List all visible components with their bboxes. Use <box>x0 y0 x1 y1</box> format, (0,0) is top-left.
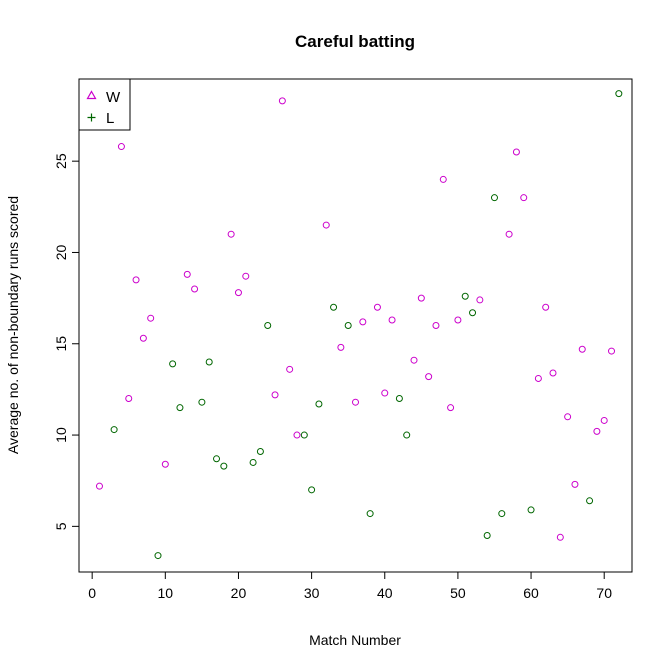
x-tick-label: 60 <box>523 585 539 601</box>
x-tick-label: 50 <box>450 585 466 601</box>
y-tick-label: 20 <box>53 244 69 260</box>
y-tick-label: 15 <box>53 336 69 352</box>
data-point-w <box>505 230 513 238</box>
data-point-l <box>198 398 206 406</box>
data-point-l <box>403 431 411 439</box>
y-tick-label: 10 <box>53 427 69 443</box>
data-point-w <box>359 318 367 326</box>
data-point-w <box>476 296 484 304</box>
x-tick-label: 30 <box>304 585 320 601</box>
legend: W L <box>78 78 131 131</box>
data-point-w <box>286 365 294 373</box>
data-point-w <box>600 416 608 424</box>
data-point-w <box>593 427 601 435</box>
y-tick-label: 5 <box>53 522 69 530</box>
data-point-w <box>578 345 586 353</box>
y-tick-label: 25 <box>53 153 69 169</box>
data-point-w <box>556 533 564 541</box>
data-point-w <box>242 272 250 280</box>
data-points <box>95 90 623 560</box>
x-axis-label: Match Number <box>309 632 401 648</box>
data-point-l <box>154 552 162 560</box>
data-point-w <box>322 221 330 229</box>
data-point-l <box>205 358 213 366</box>
data-point-l <box>249 458 257 466</box>
data-point-w <box>227 230 235 238</box>
data-point-w <box>293 431 301 439</box>
data-point-l <box>315 400 323 408</box>
data-point-w <box>432 322 440 329</box>
x-tick-label: 40 <box>377 585 393 601</box>
data-point-w <box>417 294 425 302</box>
data-point-l <box>615 90 623 98</box>
data-point-l <box>220 462 228 470</box>
data-point-l <box>498 510 506 518</box>
x-tick-label: 20 <box>231 585 247 601</box>
data-point-l <box>110 426 118 434</box>
data-point-w <box>549 369 557 377</box>
data-point-l <box>264 322 272 329</box>
data-point-l <box>527 506 535 514</box>
data-point-w <box>542 303 550 311</box>
data-point-w <box>410 356 418 364</box>
data-point-w <box>183 270 191 278</box>
data-point-l <box>176 404 184 412</box>
data-point-w <box>271 391 279 399</box>
data-point-w <box>117 143 125 151</box>
data-point-w <box>352 398 359 406</box>
data-point-w <box>373 303 381 311</box>
chart-title: Careful batting <box>295 32 415 51</box>
x-tick-label: 0 <box>88 585 96 601</box>
y-axis-label: Average no. of non-boundary runs scored <box>5 196 21 454</box>
data-point-l <box>169 360 177 368</box>
y-axis: 5 10 15 20 25 <box>53 153 80 530</box>
data-point-l <box>256 447 264 455</box>
x-tick-label: 10 <box>158 585 174 601</box>
data-point-l <box>483 531 491 539</box>
data-point-w <box>139 334 147 342</box>
legend-box <box>78 78 131 131</box>
data-point-w <box>191 285 199 293</box>
data-point-l <box>490 194 498 202</box>
data-point-w <box>125 395 133 403</box>
data-point-w <box>512 148 520 156</box>
data-point-w <box>439 175 447 183</box>
data-point-l <box>586 497 594 505</box>
data-point-w <box>278 97 286 105</box>
data-point-l <box>344 322 352 329</box>
data-point-l <box>461 292 469 300</box>
data-point-w <box>147 314 155 322</box>
data-point-l <box>330 303 338 311</box>
data-point-w <box>95 482 103 490</box>
legend-label-w: W <box>106 89 121 106</box>
data-point-l <box>469 309 477 317</box>
data-point-l <box>366 510 374 518</box>
data-point-w <box>564 413 572 421</box>
data-point-w <box>454 316 462 324</box>
plot-frame <box>78 78 633 573</box>
data-point-w <box>132 276 140 284</box>
data-point-w <box>388 316 396 324</box>
legend-plus-icon <box>87 113 96 122</box>
data-point-w <box>161 460 169 468</box>
data-point-w <box>608 347 616 355</box>
legend-label-l: L <box>106 110 114 127</box>
data-point-w <box>425 373 433 381</box>
data-point-w <box>337 343 345 351</box>
data-point-l <box>395 395 403 403</box>
data-point-l <box>213 455 221 463</box>
legend-triangle-icon <box>86 90 97 100</box>
data-point-w <box>447 404 455 412</box>
x-axis: 0 10 20 30 40 50 60 70 <box>88 571 612 601</box>
x-tick-label: 70 <box>596 585 612 601</box>
data-point-w <box>534 374 542 382</box>
data-point-w <box>571 480 579 488</box>
data-point-l <box>300 431 308 439</box>
data-point-w <box>381 389 389 397</box>
data-point-w <box>234 289 242 297</box>
data-point-w <box>520 194 528 202</box>
data-point-l <box>308 486 316 494</box>
